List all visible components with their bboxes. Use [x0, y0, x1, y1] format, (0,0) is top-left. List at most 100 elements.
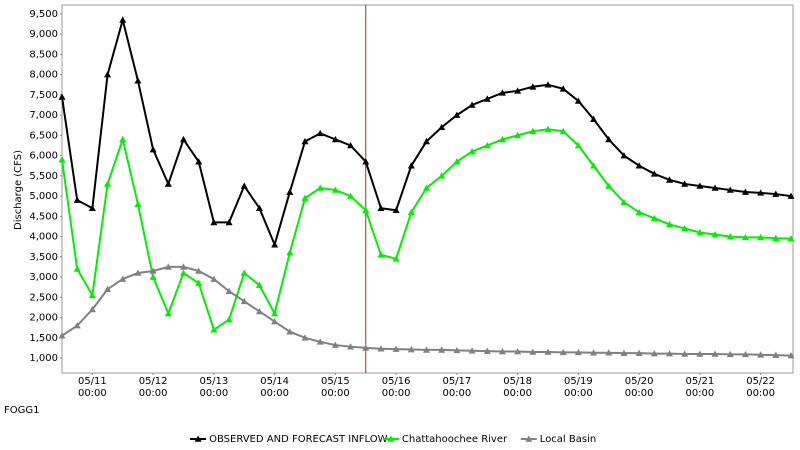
- point: [772, 234, 780, 241]
- point: [362, 158, 370, 165]
- point: [331, 135, 339, 143]
- point: [377, 345, 385, 352]
- point: [529, 127, 537, 135]
- point: [149, 267, 157, 274]
- point: [574, 97, 582, 104]
- x-tick-label: 05/18 00:00: [503, 376, 533, 399]
- point: [514, 348, 522, 355]
- point: [605, 135, 613, 143]
- y-axis-label: Discharge (CFS): [13, 150, 24, 230]
- point: [787, 235, 795, 242]
- point: [240, 269, 248, 276]
- point: [711, 231, 719, 238]
- point: [787, 192, 795, 199]
- point: [164, 180, 172, 187]
- point: [666, 176, 673, 183]
- point: [392, 206, 400, 214]
- legend-label: OBSERVED AND FORECAST INFLOW: [209, 434, 387, 445]
- point: [164, 263, 172, 270]
- point: [58, 156, 66, 163]
- point: [392, 345, 400, 352]
- legend-marker: [194, 435, 202, 442]
- y-tick-label: 9,000: [29, 29, 58, 40]
- y-tick-label: 7,500: [29, 90, 58, 101]
- point: [134, 77, 142, 84]
- legend-marker: [387, 435, 395, 442]
- point: [438, 172, 446, 179]
- point: [180, 269, 187, 276]
- point: [468, 148, 476, 155]
- point: [286, 188, 294, 195]
- point: [149, 273, 157, 280]
- point: [195, 279, 203, 286]
- point: [180, 135, 187, 143]
- point: [666, 220, 673, 228]
- legend-label: Chattahoochee River: [402, 434, 508, 445]
- point: [149, 146, 157, 153]
- point: [301, 137, 309, 145]
- point: [590, 162, 598, 169]
- point: [164, 309, 172, 317]
- point: [423, 346, 430, 353]
- point: [195, 267, 203, 274]
- point: [58, 93, 66, 100]
- point: [544, 125, 552, 133]
- point: [347, 141, 355, 149]
- point: [301, 194, 309, 201]
- point: [498, 135, 506, 143]
- x-tick-label: 05/11 00:00: [77, 376, 107, 399]
- point: [711, 184, 719, 191]
- point: [240, 297, 248, 305]
- point: [696, 182, 704, 189]
- point: [255, 281, 263, 288]
- point: [377, 204, 385, 212]
- point: [772, 190, 780, 197]
- x-tick-label: 05/22 00:00: [746, 376, 776, 399]
- y-tick-label: 4,000: [29, 232, 58, 243]
- point: [225, 287, 233, 295]
- point: [772, 351, 780, 358]
- y-tick-label: 7,000: [29, 110, 58, 121]
- point: [514, 87, 522, 94]
- y-tick-label: 5,500: [29, 171, 58, 182]
- point: [544, 348, 552, 355]
- y-tick-label: 8,000: [29, 70, 58, 81]
- point: [741, 188, 749, 195]
- point: [544, 81, 552, 88]
- y-tick-label: 6,000: [29, 151, 58, 162]
- point: [590, 349, 598, 356]
- point: [134, 200, 142, 207]
- x-tick-label: 05/13 00:00: [199, 376, 229, 399]
- point: [741, 233, 749, 241]
- point: [620, 349, 628, 356]
- point: [119, 135, 127, 143]
- point: [635, 349, 643, 356]
- point: [119, 275, 127, 282]
- point: [73, 322, 81, 329]
- x-tick-label: 05/21 00:00: [685, 376, 715, 399]
- point: [696, 229, 704, 236]
- y-tick-label: 6,500: [29, 130, 58, 141]
- point: [620, 152, 628, 159]
- legend-marker: [525, 435, 533, 442]
- y-tick-label: 3,000: [29, 272, 58, 283]
- point: [407, 162, 415, 169]
- x-tick-label: 05/16 00:00: [381, 376, 411, 399]
- point: [726, 350, 734, 358]
- x-tick-label: 05/17 00:00: [442, 376, 472, 399]
- point: [453, 346, 461, 354]
- point: [711, 350, 719, 357]
- point: [271, 309, 279, 317]
- point: [574, 141, 582, 149]
- y-tick-label: 3,500: [29, 252, 58, 263]
- point: [255, 204, 263, 212]
- point: [529, 348, 537, 355]
- y-tick-label: 2,500: [29, 292, 58, 303]
- point: [590, 115, 598, 122]
- x-tick-label: 05/19 00:00: [563, 376, 593, 399]
- point: [210, 275, 218, 282]
- point: [726, 233, 734, 240]
- point: [681, 224, 689, 232]
